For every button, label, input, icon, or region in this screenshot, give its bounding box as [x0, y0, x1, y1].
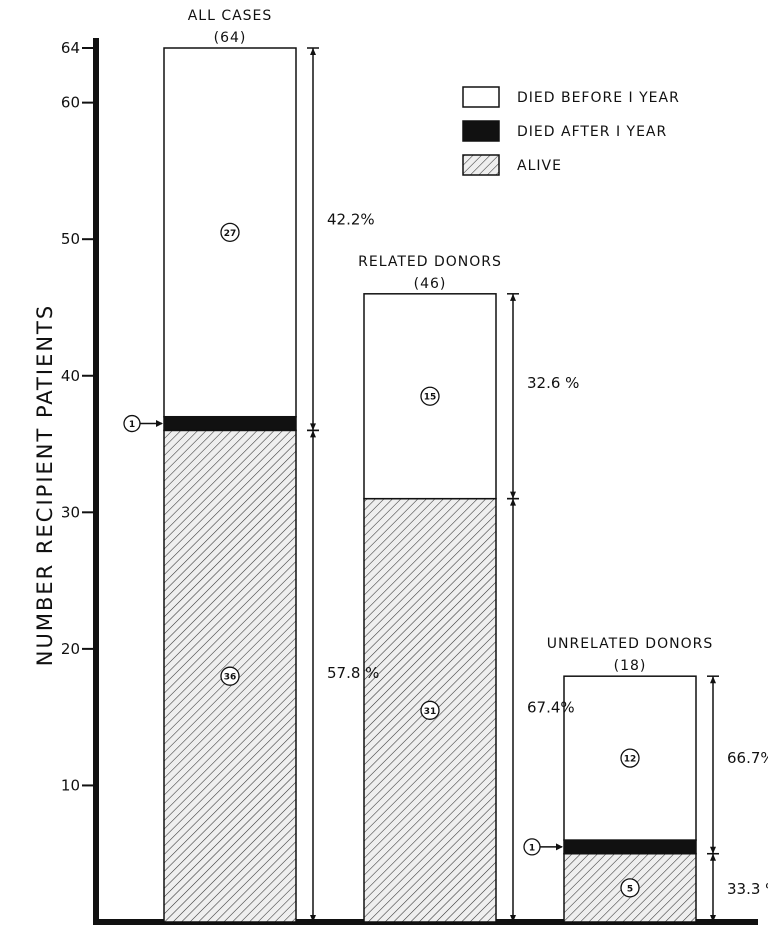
y-tick-label-20: 20 [61, 640, 80, 658]
circled-count-0-2 [220, 222, 240, 243]
circled-count-label-2-2: 12 [624, 755, 637, 765]
bar-segment-died-after-i-year-2 [563, 839, 697, 855]
bracket-lower-1-arrow-top [510, 498, 516, 506]
circled-count-label-1-0: 31 [424, 707, 437, 717]
bracket-upper-0-arrow-top [310, 48, 316, 55]
circled-count-label-2-0: 5 [627, 884, 633, 894]
y-tick-label-30: 30 [61, 503, 80, 521]
circled-count-label-0-2: 27 [224, 229, 237, 239]
bar-segment-died-after-i-year-0 [163, 415, 297, 432]
circled-count-0-0 [220, 666, 240, 686]
callout-arrowhead-2 [556, 843, 563, 851]
bars [163, 47, 697, 923]
percent-upper-2: 66.7% [727, 749, 768, 767]
circled-count-callout-label-0: 1 [129, 420, 135, 430]
bracket-upper-1-arrow-top [510, 293, 516, 301]
category-total-1: (46) [414, 276, 447, 292]
bracket-lower-1-arrow-bottom [510, 915, 516, 922]
y-tick-label-64: 64 [61, 39, 80, 57]
percent-lower-2: 33.3 % [727, 880, 768, 898]
legend-swatch-1 [462, 120, 500, 142]
percent-upper-0: 42.2% [327, 210, 375, 228]
category-total-2: (18) [614, 658, 647, 674]
percent-lower-1: 67.4% [527, 698, 575, 716]
bracket-lower-0-arrow-top [310, 430, 316, 438]
circled-count-2-2 [620, 748, 640, 768]
bracket-upper-0-arrow-bottom [310, 423, 316, 431]
circled-count-2-0 [620, 878, 640, 898]
circled-count-label-0-0: 36 [224, 673, 237, 683]
y-tick-label-40: 40 [61, 367, 80, 385]
percent-lower-0: 57.8 % [327, 664, 379, 682]
bracket-upper-2-arrow-top [710, 676, 716, 684]
bracket-upper-2-arrow-bottom [710, 846, 716, 854]
bracket-lower-2-arrow-bottom [710, 915, 716, 922]
circled-count-label-1-2: 15 [424, 393, 437, 403]
callout-arrowhead-0 [156, 420, 163, 428]
y-tick-label-50: 50 [61, 230, 80, 248]
bracket-lower-2-arrow-top [710, 853, 716, 861]
bracket-lower-0-arrow-bottom [310, 915, 316, 922]
circled-count-1-2 [420, 386, 440, 406]
legend-swatch-2 [462, 154, 500, 176]
bracket-upper-1-arrow-bottom [510, 491, 516, 499]
percent-upper-1: 32.6 % [527, 374, 579, 392]
legend-swatch-0 [462, 86, 500, 108]
legend-label-1: DIED AFTER I YEAR [517, 124, 667, 140]
y-tick-label-10: 10 [61, 776, 80, 794]
category-total-0: (64) [214, 30, 247, 46]
category-title-0: ALL CASES [188, 8, 273, 24]
legend-label-2: ALIVE [517, 158, 562, 174]
y-tick-label-60: 60 [61, 94, 80, 112]
legend: DIED BEFORE I YEAR DIED AFTER I YEAR ALIVE [462, 86, 680, 176]
legend-label-0: DIED BEFORE I YEAR [517, 90, 680, 106]
circled-count-1-0 [420, 700, 440, 720]
category-title-2: UNRELATED DONORS [547, 636, 713, 652]
category-title-1: RELATED DONORS [358, 254, 502, 270]
circled-count-callout-label-2: 1 [529, 843, 535, 853]
y-axis-title: NUMBER RECIPIENT PATIENTS [33, 304, 57, 666]
